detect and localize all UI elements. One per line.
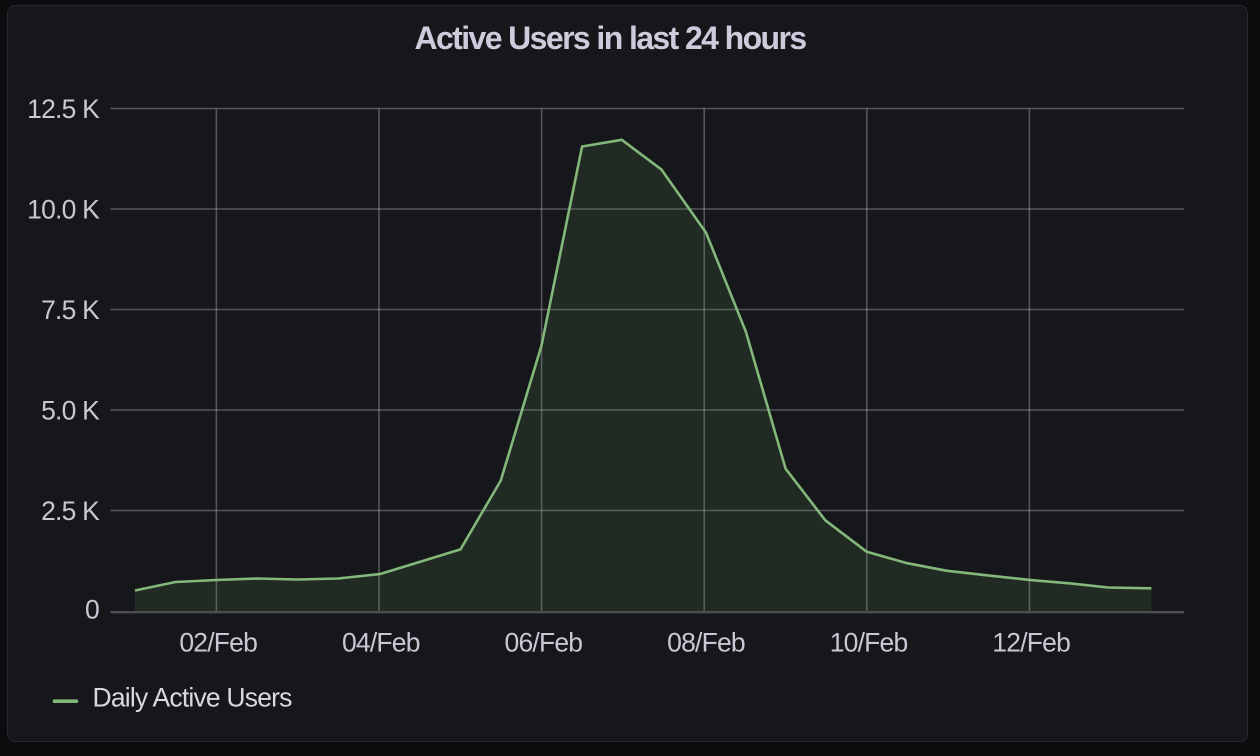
svg-text:5.0 K: 5.0 K: [41, 396, 100, 426]
svg-text:2.5 K: 2.5 K: [41, 496, 100, 526]
svg-text:02/Feb: 02/Feb: [179, 628, 257, 658]
svg-text:10.0 K: 10.0 K: [27, 195, 100, 225]
svg-text:7.5 K: 7.5 K: [41, 295, 100, 325]
svg-text:10/Feb: 10/Feb: [830, 628, 908, 658]
svg-text:0: 0: [85, 595, 99, 625]
svg-text:06/Feb: 06/Feb: [505, 628, 583, 658]
svg-text:08/Feb: 08/Feb: [667, 628, 745, 658]
svg-text:Daily Active Users: Daily Active Users: [93, 683, 293, 713]
svg-text:04/Feb: 04/Feb: [342, 628, 420, 658]
svg-text:12.5 K: 12.5 K: [27, 94, 100, 124]
svg-text:12/Feb: 12/Feb: [992, 628, 1070, 658]
